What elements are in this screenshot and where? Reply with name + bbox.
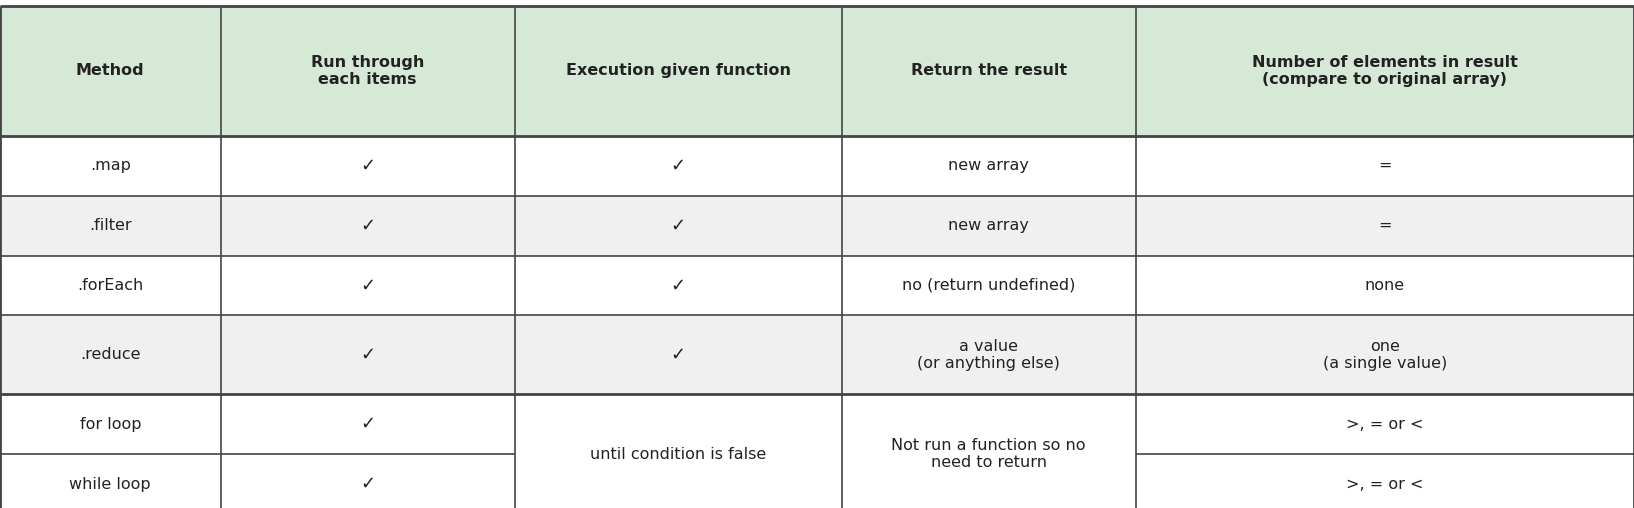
Text: Return the result: Return the result	[910, 64, 1067, 78]
Text: ✓: ✓	[359, 346, 376, 364]
Text: ✓: ✓	[670, 216, 686, 235]
Bar	[0, 394, 1634, 508]
Text: new array: new array	[948, 158, 1029, 173]
Text: new array: new array	[948, 218, 1029, 233]
Text: >, = or <: >, = or <	[1346, 477, 1423, 492]
Text: ✓: ✓	[359, 156, 376, 175]
Text: ✓: ✓	[359, 276, 376, 295]
Text: .map: .map	[90, 158, 131, 173]
Bar	[0, 6, 1634, 136]
Bar	[0, 315, 1634, 394]
Bar	[0, 136, 1634, 196]
Text: Not run a function so no
need to return: Not run a function so no need to return	[891, 438, 1087, 470]
Text: Execution given function: Execution given function	[565, 64, 791, 78]
Text: while loop: while loop	[70, 477, 150, 492]
Text: .reduce: .reduce	[80, 347, 141, 362]
Text: Method: Method	[77, 64, 144, 78]
Text: >, = or <: >, = or <	[1346, 417, 1423, 432]
Bar	[0, 196, 1634, 256]
Text: .forEach: .forEach	[77, 278, 144, 293]
Text: .filter: .filter	[88, 218, 132, 233]
Text: ✓: ✓	[359, 475, 376, 493]
Text: until condition is false: until condition is false	[590, 447, 766, 462]
Text: Number of elements in result
(compare to original array): Number of elements in result (compare to…	[1252, 55, 1518, 87]
Text: no (return undefined): no (return undefined)	[902, 278, 1075, 293]
Text: =: =	[1377, 218, 1392, 233]
Text: ✓: ✓	[670, 276, 686, 295]
Text: ✓: ✓	[359, 415, 376, 433]
Bar	[0, 256, 1634, 315]
Text: one
(a single value): one (a single value)	[1322, 339, 1448, 371]
Text: ✓: ✓	[670, 346, 686, 364]
Text: ✓: ✓	[670, 156, 686, 175]
Text: for loop: for loop	[80, 417, 141, 432]
Text: a value
(or anything else): a value (or anything else)	[917, 339, 1060, 371]
Text: =: =	[1377, 158, 1392, 173]
Text: ✓: ✓	[359, 216, 376, 235]
Text: none: none	[1364, 278, 1405, 293]
Text: Run through
each items: Run through each items	[310, 55, 425, 87]
